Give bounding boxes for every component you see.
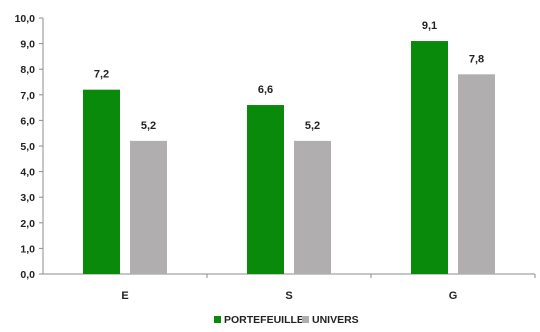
data-label: 5,2 — [305, 120, 320, 132]
legend-swatch-univers — [302, 316, 309, 323]
x-category-label: G — [449, 290, 458, 302]
chart-legend: PORTEFEUILLE UNIVERS — [214, 314, 359, 326]
y-tick-label: 10,0 — [15, 13, 36, 25]
y-tick-label: 2,0 — [20, 218, 35, 230]
y-tick-label: 6,0 — [20, 115, 35, 127]
y-tick-label: 5,0 — [20, 141, 35, 153]
chart-axes: 0,0 1,0 2,0 3,0 4,0 5,0 6,0 7,0 8,0 9,0 10,0 E S G — [15, 13, 536, 302]
bar-univers-e — [130, 140, 167, 274]
chart-bars: 7,2 5,2 6,6 5,2 9,1 7,8 — [83, 20, 495, 275]
data-label: 7,2 — [94, 69, 109, 81]
legend-label-portefeuille: PORTEFEUILLE — [224, 314, 304, 326]
bar-portefeuille-e — [83, 89, 120, 275]
bar-portefeuille-s — [247, 105, 284, 274]
legend-label-univers: UNIVERS — [312, 314, 359, 326]
data-label: 5,2 — [141, 120, 156, 132]
x-category-label: S — [285, 290, 292, 302]
x-category-label: E — [121, 290, 128, 302]
data-label: 9,1 — [422, 20, 437, 32]
y-tick-label: 0,0 — [20, 269, 35, 281]
legend-swatch-portefeuille — [214, 316, 221, 323]
y-tick-label: 7,0 — [20, 90, 35, 102]
y-tick-label: 9,0 — [20, 39, 35, 51]
data-label: 6,6 — [258, 84, 273, 96]
bar-portefeuille-g — [411, 41, 448, 274]
y-tick-label: 8,0 — [20, 64, 35, 76]
y-tick-label: 1,0 — [20, 243, 35, 255]
data-label: 7,8 — [469, 53, 484, 65]
y-tick-label: 4,0 — [20, 167, 35, 179]
bar-univers-s — [294, 140, 331, 274]
y-tick-label: 3,0 — [20, 192, 35, 204]
bar-univers-g — [458, 74, 495, 274]
